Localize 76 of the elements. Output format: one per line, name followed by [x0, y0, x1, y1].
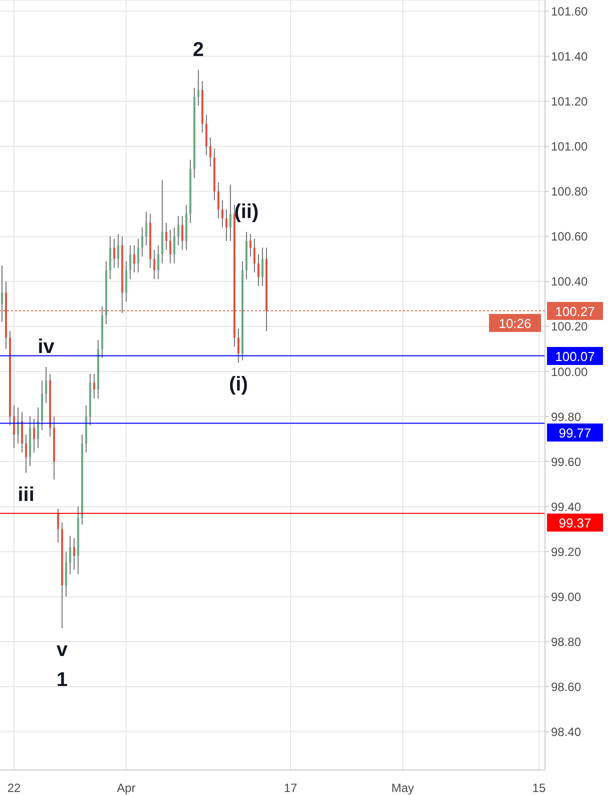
ref-line-label: 99.37	[558, 516, 592, 531]
x-tick-label: May	[391, 781, 414, 795]
y-tick-label: 100.20	[551, 320, 588, 334]
candlestick	[221, 200, 224, 228]
candlestick	[137, 238, 140, 273]
candlestick	[253, 238, 256, 273]
candlestick	[125, 260, 128, 302]
candlestick	[261, 247, 264, 286]
candlestick	[33, 418, 36, 454]
candlestick	[237, 328, 240, 363]
y-tick-label: 99.20	[551, 544, 582, 559]
candlestick	[197, 69, 200, 106]
candlestick	[21, 412, 24, 454]
y-tick-label: 101.00	[551, 140, 588, 154]
annotation: (i)	[228, 373, 248, 396]
y-tick-label: 101.20	[551, 94, 588, 109]
y-tick-label: 100.80	[551, 184, 588, 199]
ref-line-label: 100.07	[555, 348, 595, 364]
candlestick	[109, 236, 112, 280]
y-tick-label: 98.60	[551, 680, 582, 694]
candlestick	[217, 182, 220, 219]
y-tick-label: 101.60	[551, 4, 588, 19]
candlestick	[209, 136, 212, 168]
candlestick	[25, 434, 28, 474]
candlestick	[17, 407, 20, 444]
candlestick	[117, 234, 120, 268]
y-tick-label: 98.80	[551, 634, 582, 649]
ref-line-label: 99.77	[558, 426, 592, 441]
candlestick	[141, 226, 144, 258]
candlestick	[249, 234, 252, 258]
candlestick	[257, 254, 260, 286]
ref-line-label: 100.27	[555, 304, 595, 319]
x-tick-label: 17	[284, 781, 298, 795]
candlestick	[145, 211, 148, 246]
candlestick	[45, 366, 48, 404]
y-tick-label: 99.00	[551, 590, 582, 604]
candlestick	[165, 222, 168, 250]
candlestick	[13, 404, 16, 449]
candlestick	[113, 238, 116, 268]
y-tick-label: 100.40	[551, 274, 588, 289]
y-tick-label: 99.80	[551, 410, 582, 424]
x-tick-label: Apr	[116, 781, 136, 795]
candlestick	[225, 208, 228, 242]
candlestick	[1, 265, 3, 322]
y-tick-label: 99.40	[551, 500, 582, 514]
x-tick-label: 15	[532, 781, 546, 795]
candlestick	[229, 184, 232, 242]
annotation: v	[56, 639, 69, 662]
candlestick	[169, 229, 172, 264]
candlestick	[133, 244, 136, 273]
candlestick	[157, 244, 160, 280]
y-tick-label: 99.60	[551, 454, 582, 469]
y-tick-label: 100.00	[551, 364, 588, 379]
candlestick	[93, 373, 96, 400]
annotation: (ii)	[234, 200, 259, 223]
y-tick-label: 98.40	[551, 724, 582, 739]
annotation: 1	[56, 669, 68, 692]
annotation: 10:26	[498, 316, 532, 331]
y-tick-label: 101.40	[551, 50, 588, 64]
candlestick	[73, 538, 76, 570]
candlestick	[177, 216, 180, 246]
y-tick-label: 100.60	[551, 230, 588, 244]
candlestick	[173, 226, 176, 264]
candlestick	[181, 216, 184, 250]
annotation: iii	[18, 484, 34, 506]
candlestick	[69, 535, 72, 575]
candlestick	[57, 508, 60, 544]
annotation: 2	[192, 38, 204, 61]
candlestick	[205, 114, 208, 156]
annotation: iv	[38, 336, 56, 358]
candlestick	[161, 180, 164, 264]
candlestick	[37, 407, 40, 449]
x-tick-label: 22	[7, 781, 22, 795]
candlestick	[153, 249, 156, 280]
candlestick	[65, 551, 68, 598]
candlestick	[129, 244, 132, 280]
